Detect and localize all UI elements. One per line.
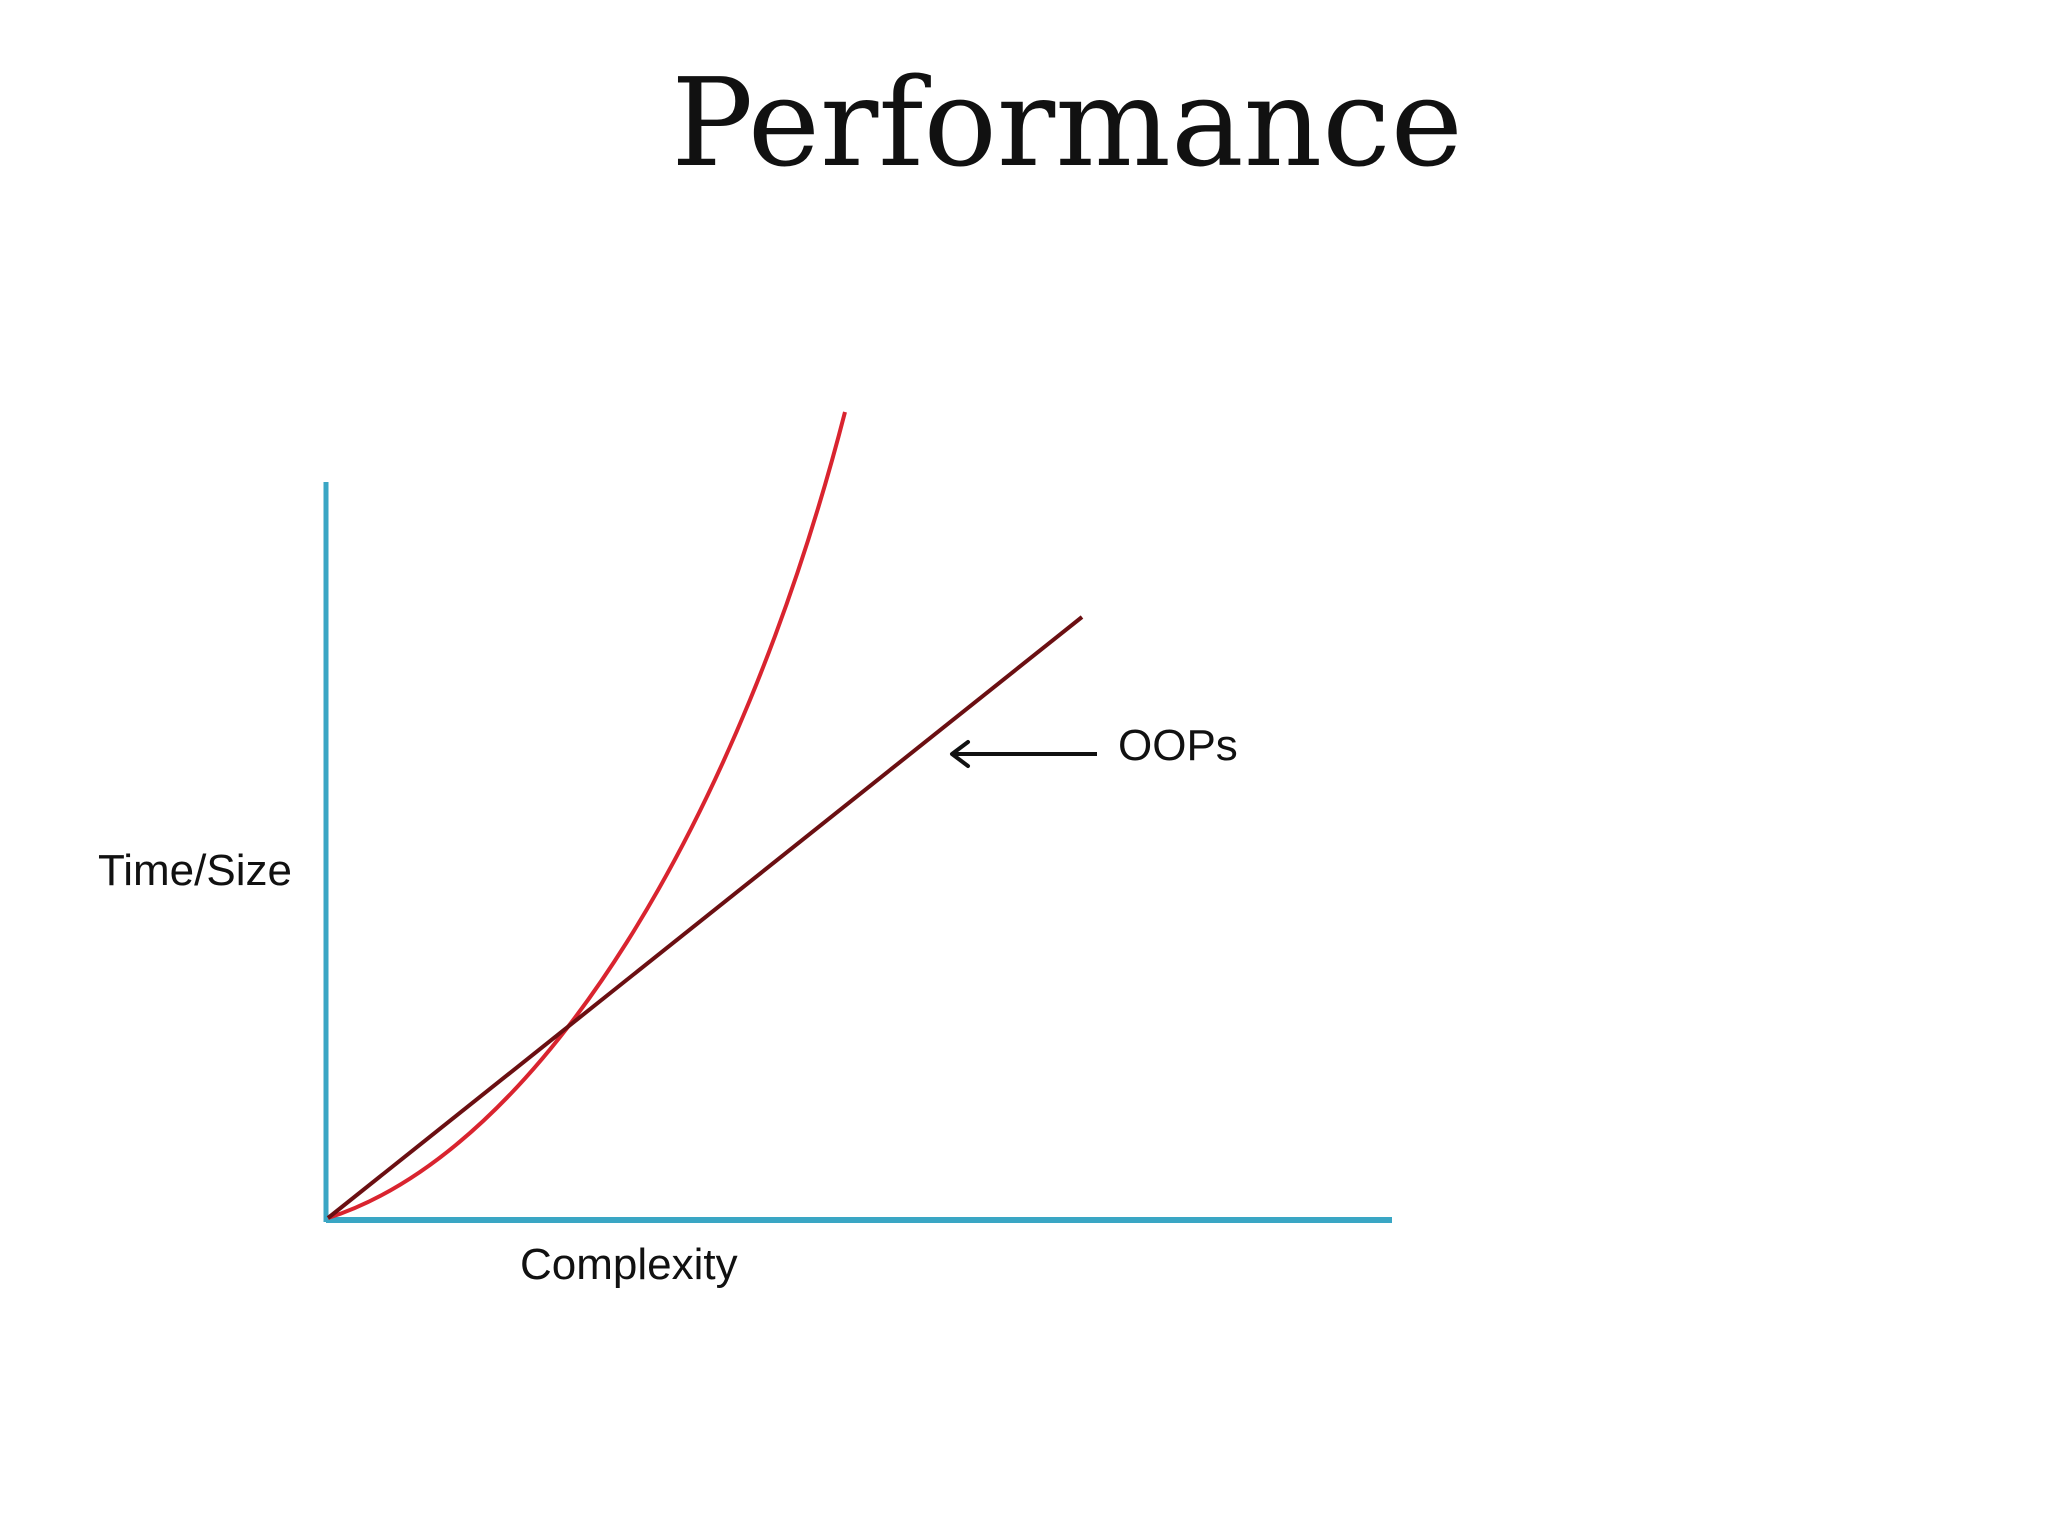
slide-title: Performance [671, 52, 1463, 194]
annotation-label: OOPs [1118, 721, 1238, 770]
y-axis-label: Time/Size [98, 846, 292, 895]
oops-linear-line [326, 615, 1084, 1220]
arrow-head [950, 740, 970, 768]
annotation-arrow [950, 740, 1097, 768]
x-axis-label: Complexity [520, 1240, 738, 1289]
exponential-curve [327, 411, 847, 1220]
